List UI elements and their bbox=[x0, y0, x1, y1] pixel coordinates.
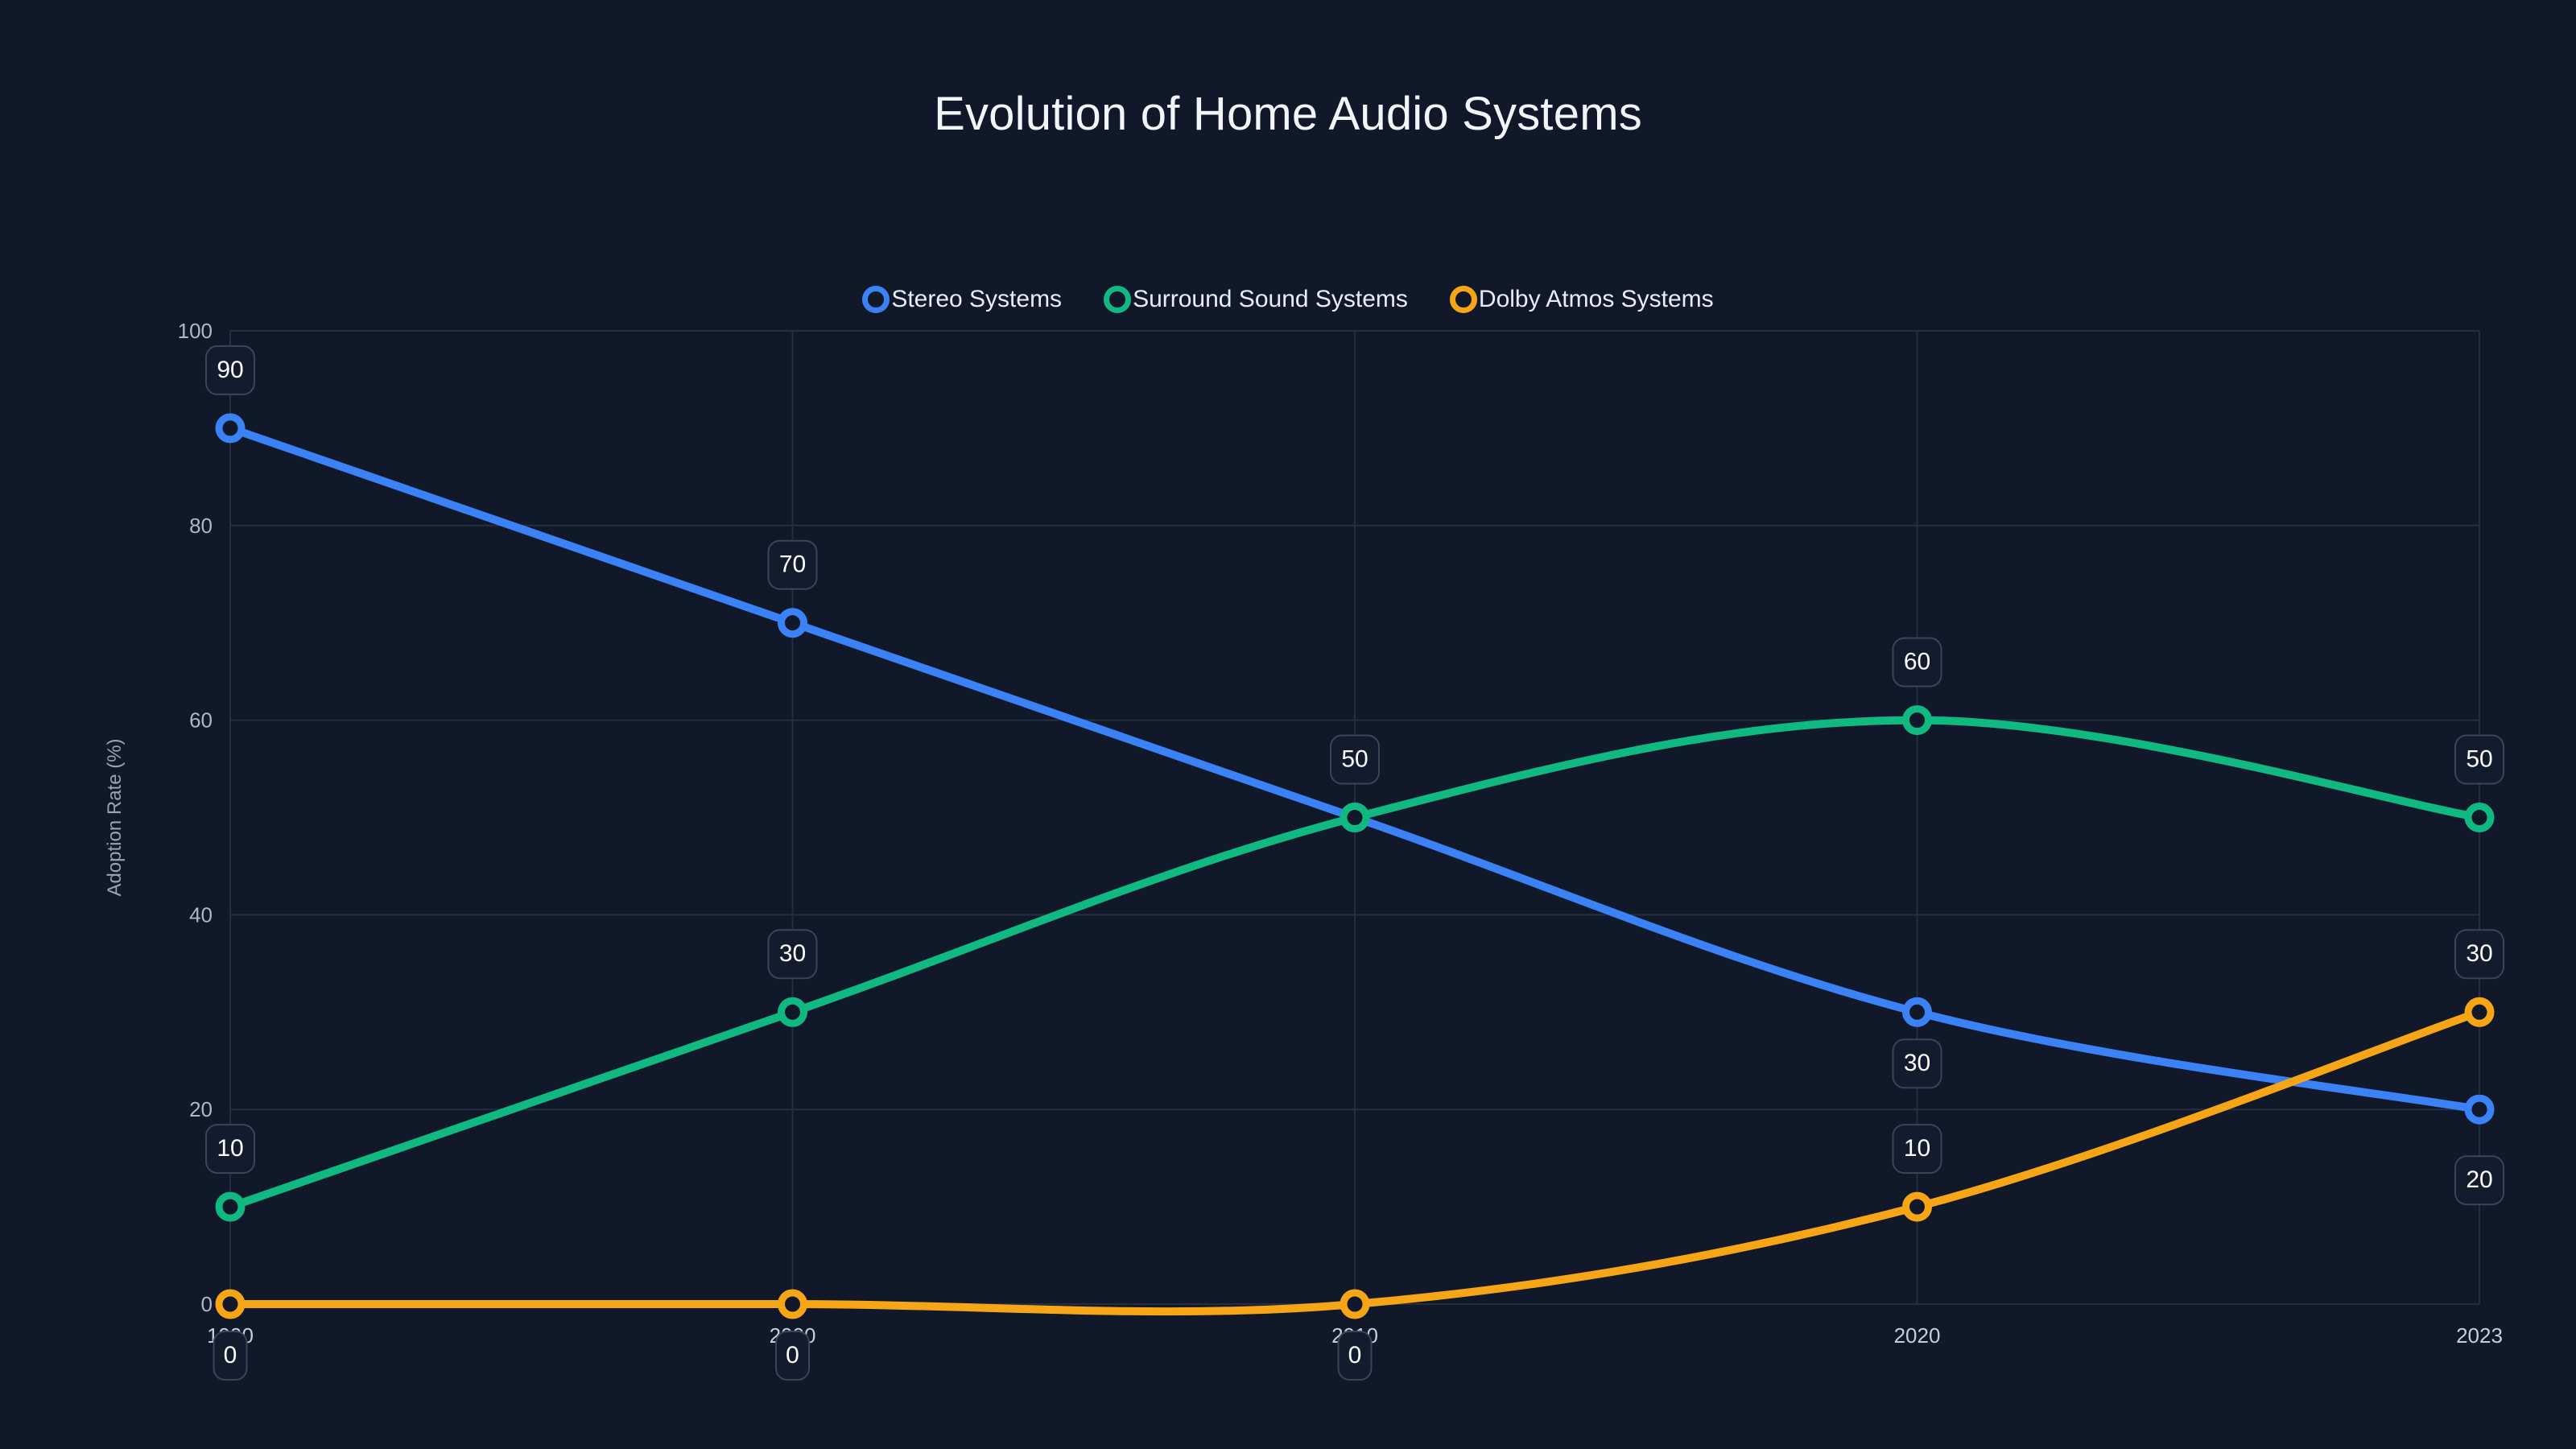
y-axis-tick-label: 60 bbox=[189, 708, 213, 733]
legend-swatch-circle-icon bbox=[862, 286, 890, 313]
data-label-value: 10 bbox=[1904, 1135, 1930, 1162]
data-point-marker[interactable] bbox=[778, 608, 807, 638]
data-label-bubble bbox=[2454, 1155, 2504, 1206]
data-label-bubble bbox=[767, 539, 818, 590]
y-axis-tick-label: 40 bbox=[189, 902, 213, 927]
legend-item-stereo-systems[interactable]: Stereo Systems bbox=[862, 286, 1062, 313]
y-axis-title: Adoption Rate (%) bbox=[104, 738, 126, 896]
data-point-marker[interactable] bbox=[215, 413, 246, 444]
data-point-marker[interactable] bbox=[2464, 803, 2495, 832]
y-axis-tick-label: 0 bbox=[201, 1292, 213, 1316]
data-label-value: 60 bbox=[1904, 649, 1930, 675]
data-label-bubble bbox=[2454, 929, 2504, 980]
data-point-label: 50 bbox=[1330, 734, 1380, 785]
data-label-bubble bbox=[1892, 1124, 1942, 1174]
data-labels: 90 70 50 30 20 10 30 60 50 0 0 0 10 30 bbox=[205, 345, 2504, 1381]
data-point-marker[interactable] bbox=[778, 997, 807, 1027]
data-label-bubble bbox=[1892, 1038, 1942, 1089]
data-label-value: 50 bbox=[1341, 745, 1368, 772]
data-label-value: 70 bbox=[779, 551, 806, 578]
legend-item-surround-sound-systems[interactable]: Surround Sound Systems bbox=[1104, 286, 1408, 313]
legend-item-dolby-atmos-systems[interactable]: Dolby Atmos Systems bbox=[1449, 286, 1714, 313]
data-point-label: 60 bbox=[1892, 637, 1942, 687]
data-point-marker[interactable] bbox=[215, 1289, 246, 1319]
data-label-bubble bbox=[1892, 637, 1942, 687]
data-label-value: 10 bbox=[217, 1135, 243, 1162]
data-label-bubble bbox=[205, 345, 255, 395]
data-point-label: 70 bbox=[767, 539, 818, 590]
data-point-label: 30 bbox=[767, 929, 818, 980]
data-point-marker[interactable] bbox=[1340, 1289, 1370, 1319]
data-point-label: 30 bbox=[2454, 929, 2504, 980]
legend-label: Dolby Atmos Systems bbox=[1478, 286, 1714, 312]
data-label-bubble bbox=[1337, 1331, 1373, 1381]
legend-swatch-circle-icon bbox=[1449, 286, 1477, 313]
data-point-label: 10 bbox=[205, 1124, 255, 1174]
y-axis-ticks: 0 20 40 60 80 100 bbox=[178, 319, 213, 1316]
data-label-value: 30 bbox=[1904, 1050, 1930, 1076]
legend-label: Stereo Systems bbox=[891, 286, 1063, 312]
data-point-marker[interactable] bbox=[1340, 803, 1370, 832]
data-label-bubble bbox=[213, 1331, 248, 1381]
data-label-value: 90 bbox=[217, 357, 243, 383]
data-point-label: 30 bbox=[1892, 1038, 1942, 1089]
data-point-marker[interactable] bbox=[1902, 997, 1932, 1027]
x-axis-tick-label: 2023 bbox=[2456, 1323, 2503, 1348]
data-point-label: 0 bbox=[775, 1331, 810, 1381]
data-point-label: 0 bbox=[1337, 1331, 1373, 1381]
data-point-marker[interactable] bbox=[2464, 997, 2495, 1027]
legend-label: Surround Sound Systems bbox=[1133, 286, 1408, 312]
data-point-marker[interactable] bbox=[2464, 1094, 2495, 1125]
data-point-label: 10 bbox=[1892, 1124, 1942, 1174]
data-label-bubble bbox=[205, 1124, 255, 1174]
page-title: Evolution of Home Audio Systems bbox=[934, 88, 1642, 140]
data-label-bubble bbox=[2454, 734, 2504, 785]
data-label-bubble bbox=[767, 929, 818, 980]
data-point-label: 0 bbox=[213, 1331, 248, 1381]
y-axis-title-label: Adoption Rate (%) bbox=[104, 738, 126, 896]
chart-legend: Stereo Systems Surround Sound Systems Do… bbox=[0, 286, 2576, 313]
x-axis-tick-label: 2020 bbox=[1894, 1323, 1941, 1348]
data-point-marker[interactable] bbox=[1902, 705, 1932, 736]
data-point-marker[interactable] bbox=[778, 1289, 807, 1319]
data-label-value: 0 bbox=[224, 1342, 237, 1368]
data-label-value: 0 bbox=[1348, 1342, 1362, 1368]
data-point-label: 20 bbox=[2454, 1155, 2504, 1206]
y-axis-tick-label: 100 bbox=[178, 319, 213, 343]
data-label-value: 30 bbox=[2466, 940, 2492, 967]
data-label-bubble bbox=[775, 1331, 810, 1381]
data-point-marker[interactable] bbox=[1902, 1191, 1932, 1222]
data-point-label: 50 bbox=[2454, 734, 2504, 785]
data-label-bubble bbox=[1330, 734, 1380, 785]
data-label-value: 50 bbox=[2466, 745, 2492, 772]
data-label-value: 0 bbox=[786, 1342, 799, 1368]
data-point-marker[interactable] bbox=[215, 1191, 246, 1222]
data-label-value: 20 bbox=[2466, 1166, 2492, 1193]
y-axis-tick-label: 20 bbox=[189, 1097, 213, 1121]
y-axis-tick-label: 80 bbox=[189, 514, 213, 538]
data-point-label: 90 bbox=[205, 345, 255, 395]
legend-swatch-circle-icon bbox=[1104, 286, 1132, 313]
series-markers bbox=[215, 413, 2495, 1319]
data-label-value: 30 bbox=[779, 940, 806, 967]
